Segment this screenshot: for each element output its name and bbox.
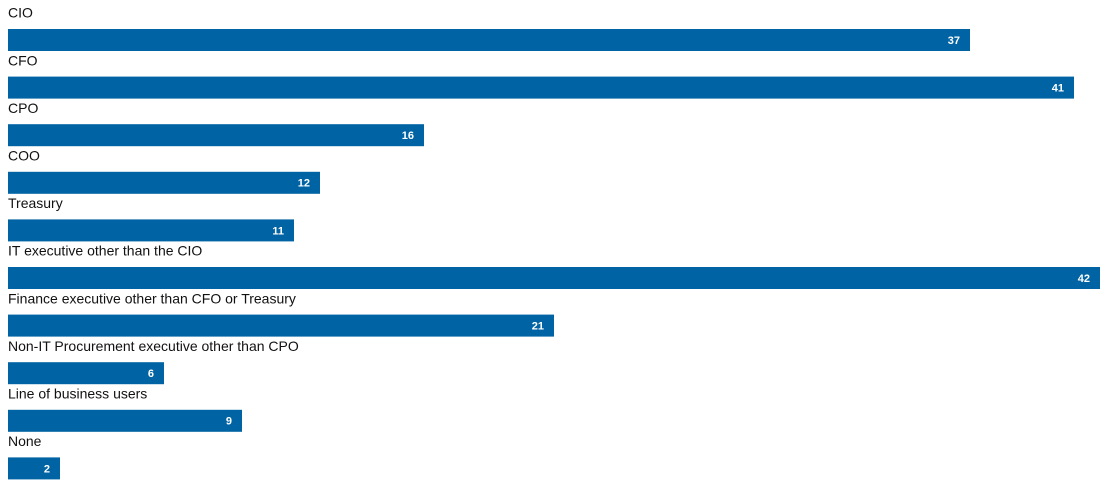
category-label: IT executive other than the CIO [8, 243, 202, 259]
bar [8, 409, 242, 432]
category-label: None [8, 433, 42, 449]
category-label: COO [8, 148, 40, 164]
value-label: 6 [148, 368, 154, 380]
category-label: Line of business users [8, 386, 147, 402]
bar [8, 362, 164, 385]
bar [8, 29, 970, 51]
bar [8, 76, 1074, 99]
bar [8, 267, 1100, 289]
value-label: 41 [1052, 83, 1064, 95]
value-label: 42 [1078, 273, 1090, 285]
category-label: CPO [8, 100, 38, 116]
bar [8, 124, 424, 147]
category-label: CFO [8, 52, 38, 68]
value-label: 12 [298, 178, 310, 190]
bar [8, 171, 320, 194]
category-label: Treasury [8, 195, 63, 211]
value-label: 16 [402, 130, 414, 142]
category-label: CIO [8, 5, 33, 21]
value-label: 37 [948, 35, 960, 47]
category-label: Non-IT Procurement executive other than … [8, 338, 299, 354]
value-label: 21 [532, 321, 544, 333]
category-label: Finance executive other than CFO or Trea… [8, 290, 296, 306]
bar [8, 314, 554, 337]
bar [8, 457, 60, 480]
value-label: 9 [226, 416, 232, 428]
value-label: 2 [44, 463, 50, 475]
bar [8, 219, 294, 242]
value-label: 11 [272, 225, 284, 237]
